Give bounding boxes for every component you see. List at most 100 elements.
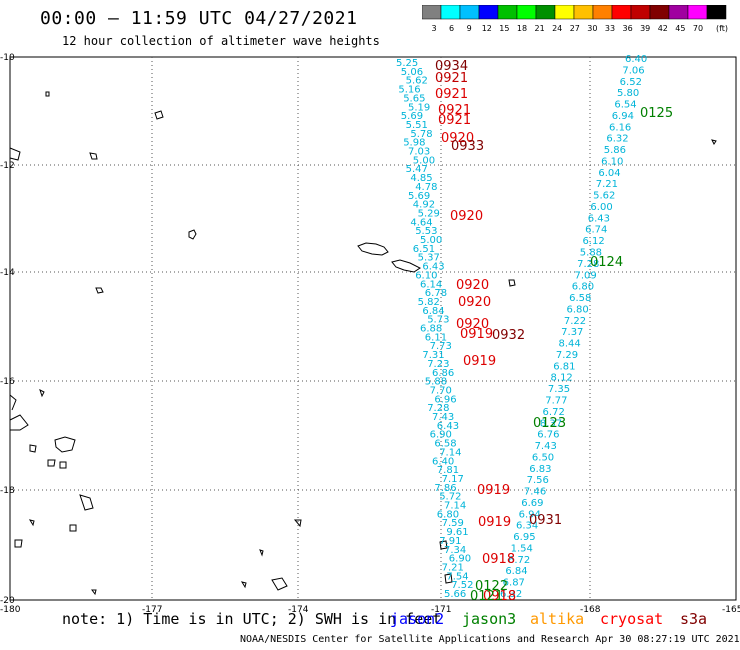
swh-value: 5.86 bbox=[604, 145, 626, 156]
swh-value: 7.43 bbox=[535, 441, 557, 452]
footnote: note: 1) Time is in UTC; 2) SWH is in fe… bbox=[62, 610, 442, 628]
pass-time-label: 0933 bbox=[451, 139, 484, 154]
fiji-island-1 bbox=[9, 414, 29, 431]
fiji-island-3 bbox=[29, 444, 37, 453]
longitude-label: -165 bbox=[722, 605, 740, 615]
longitude-label: -174 bbox=[288, 605, 309, 615]
latitude-label: -10 bbox=[0, 53, 15, 63]
pass-time-label: 0121 bbox=[470, 589, 503, 604]
colorbar-tick-label: 42 bbox=[658, 24, 668, 33]
swh-value: 6.90 bbox=[449, 554, 471, 565]
swh-value: 7.14 bbox=[444, 501, 466, 512]
swh-value: 5.29 bbox=[418, 208, 440, 219]
swh-value: 6.14 bbox=[420, 279, 442, 290]
swh-value: 7.21 bbox=[596, 179, 618, 190]
swh-value: 5.88 bbox=[580, 248, 602, 259]
island-i bbox=[293, 519, 302, 528]
pass-time-label: 0918 bbox=[483, 589, 516, 604]
swh-value: 7.03 bbox=[408, 147, 430, 158]
samoa-island-upolu bbox=[391, 259, 421, 273]
longitude-label: -171 bbox=[431, 605, 451, 615]
coastlines bbox=[9, 91, 717, 596]
swh-value: 6.12 bbox=[582, 236, 604, 247]
legend-cryosat: cryosat bbox=[600, 610, 664, 628]
swh-value: 7.21 bbox=[442, 562, 464, 573]
colorbar-tick-label: 27 bbox=[570, 24, 580, 33]
swh-value: 6.43 bbox=[437, 421, 459, 432]
swh-value: 7.56 bbox=[527, 475, 549, 486]
map-frame bbox=[9, 56, 737, 601]
swh-value: 6.88 bbox=[420, 324, 442, 335]
swh-value: 5.98 bbox=[403, 138, 425, 149]
swh-value: 6.90 bbox=[430, 430, 452, 441]
swh-value: 6.86 bbox=[432, 368, 454, 379]
swh-value: 6.87 bbox=[503, 578, 525, 589]
swh-value: 6.80 bbox=[437, 509, 459, 520]
island-n bbox=[259, 549, 264, 557]
swh-value: 6.72 bbox=[508, 555, 530, 566]
colorbar-unit: (ft) bbox=[716, 24, 728, 33]
swh-value: 4.78 bbox=[415, 182, 437, 193]
swh-value: 7.54 bbox=[446, 571, 468, 582]
swh-value: 7.73 bbox=[430, 341, 452, 352]
swh-value: 6.32 bbox=[500, 589, 522, 600]
swh-value: 6.16 bbox=[609, 122, 631, 133]
colorbar-tick-label: 36 bbox=[623, 24, 633, 33]
tonga-island-1 bbox=[439, 540, 448, 550]
pass-time-label: 0920 bbox=[456, 278, 489, 293]
altimeter-track-right: 6.407.066.525.806.546.946.166.325.866.10… bbox=[500, 54, 647, 600]
colorbar-tick-label: 39 bbox=[640, 24, 650, 33]
pass-time-label: 0921 bbox=[438, 113, 471, 128]
colorbar-tick-label: 30 bbox=[587, 24, 597, 33]
latitude-label: -12 bbox=[0, 161, 15, 171]
map-title: 00:00 – 11:59 UTC 04/27/2021 bbox=[40, 8, 358, 29]
swh-value: 7.43 bbox=[432, 412, 454, 423]
swh-value: 6.43 bbox=[422, 262, 444, 273]
colorbar-tick-label: 33 bbox=[605, 24, 615, 33]
swh-value: 5.47 bbox=[406, 164, 428, 175]
swh-value: 6.74 bbox=[585, 225, 607, 236]
pass-time-label: 0920 bbox=[456, 317, 489, 332]
swh-value: 5.16 bbox=[398, 85, 420, 96]
swh-value: 6.72 bbox=[543, 407, 565, 418]
island-k bbox=[69, 524, 77, 532]
legend-jason2: jason2 bbox=[390, 610, 445, 628]
pass-time-label: 0919 bbox=[463, 354, 496, 369]
island-h bbox=[271, 577, 288, 591]
pass-time-label: 0919 bbox=[478, 515, 511, 530]
swh-value: 5.65 bbox=[403, 93, 425, 104]
swh-value: 5.78 bbox=[410, 129, 432, 140]
swh-value: 6.43 bbox=[588, 213, 610, 224]
swh-value: 6.80 bbox=[572, 282, 594, 293]
pass-time-label: 0932 bbox=[492, 328, 525, 343]
swh-value: 5.19 bbox=[408, 102, 430, 113]
swh-value: 5.62 bbox=[406, 76, 428, 87]
colorbar-tick-label: 15 bbox=[499, 24, 509, 33]
island-f bbox=[508, 279, 516, 287]
colorbar-tick-label: 12 bbox=[482, 24, 492, 33]
swh-value: 6.58 bbox=[569, 293, 591, 304]
colorbar-tick-label: 18 bbox=[517, 24, 527, 33]
colorbar-tick-label: 9 bbox=[467, 24, 472, 33]
swh-value: 6.54 bbox=[614, 100, 636, 111]
pass-time-label: 0125 bbox=[640, 106, 673, 121]
colorbar-tick-label: 24 bbox=[552, 24, 562, 33]
swh-value: 6.81 bbox=[553, 361, 575, 372]
swh-value: 7.09 bbox=[574, 270, 596, 281]
island-wallis bbox=[188, 229, 197, 240]
swh-value: 6.52 bbox=[620, 77, 642, 88]
swh-value: 7.31 bbox=[422, 350, 444, 361]
swh-value: 7.28 bbox=[577, 259, 599, 270]
pass-time-label: 0921 bbox=[435, 71, 468, 86]
pass-time-label: 0919 bbox=[460, 327, 493, 342]
pass-time-label: 0931 bbox=[529, 513, 562, 528]
swh-value: 8.12 bbox=[551, 373, 573, 384]
island-futuna bbox=[95, 287, 104, 294]
island-a bbox=[154, 110, 164, 120]
pass-time-label: 0920 bbox=[458, 295, 491, 310]
fiji-island-7 bbox=[14, 539, 23, 548]
colorbar-tick-label: 45 bbox=[675, 24, 685, 33]
swh-value: 7.29 bbox=[556, 350, 578, 361]
swh-value: 6.11 bbox=[425, 332, 447, 343]
swh-value: 8.44 bbox=[559, 339, 581, 350]
